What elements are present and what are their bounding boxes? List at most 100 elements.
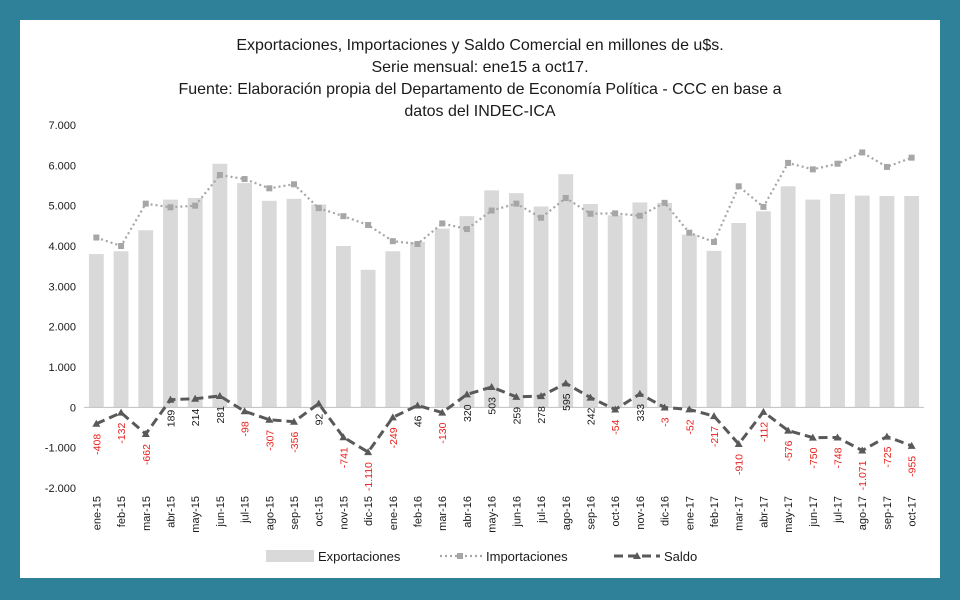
importaciones-point-dic-16 [661, 199, 668, 206]
chart-panel: Exportaciones, Importaciones y Saldo Com… [20, 20, 940, 578]
importaciones-point-mar-16 [439, 220, 446, 227]
saldo-label-jun-16: 259 [511, 407, 523, 425]
bar-exportaciones-dic-15 [360, 269, 376, 408]
y-tick-label: 2.000 [48, 322, 76, 334]
importaciones-point-ene-16 [389, 238, 396, 245]
saldo-point-oct-16 [611, 405, 620, 413]
bar-exportaciones-feb-15 [113, 251, 129, 408]
saldo-label-may-15: 214 [190, 409, 202, 427]
importaciones-point-mar-15 [142, 200, 149, 207]
saldo-point-sep-15 [290, 417, 298, 425]
importaciones-point-dic-15 [365, 222, 372, 229]
chart-title: Exportaciones, Importaciones y Saldo Com… [178, 37, 781, 120]
bar-exportaciones-may-16 [484, 190, 500, 408]
bar-exportaciones-jun-17 [805, 199, 821, 408]
saldo-point-jul-16 [537, 392, 546, 400]
bar-exportaciones-ago-15 [261, 200, 277, 408]
saldo-point-dic-15 [364, 448, 373, 456]
saldo-label-abr-16: 320 [462, 404, 474, 422]
saldo-label-sep-15: -356 [289, 432, 301, 453]
saldo-line [92, 379, 916, 456]
saldo-point-nov-16 [635, 389, 644, 397]
saldo-point-mar-16 [438, 408, 447, 416]
importaciones-point-sep-15 [291, 181, 297, 188]
importaciones-point-ago-15 [266, 185, 273, 192]
bar-exportaciones-sep-16 [583, 204, 598, 408]
saldo-series-line [95, 381, 913, 455]
x-tick-label-jun-15: jun-15 [215, 496, 227, 528]
saldo-data-labels: -408 -132 -662 189 214 281 -98 -307 -356 92 -741 -1… [91, 393, 918, 491]
bar-exportaciones-jul-15 [237, 183, 252, 408]
saldo-label-ene-15: -408 [91, 434, 103, 455]
saldo-label-feb-16: 46 [413, 415, 425, 427]
x-tick-label-feb-17: feb-17 [709, 496, 721, 527]
saldo-point-ene-15 [92, 419, 101, 427]
saldo-label-mar-17: -910 [734, 454, 746, 475]
importaciones-point-jul-16 [538, 214, 545, 221]
importaciones-point-oct-17 [908, 154, 915, 161]
saldo-point-abr-17 [759, 407, 768, 415]
saldo-point-feb-17 [710, 412, 718, 420]
bar-exportaciones-oct-17 [904, 195, 920, 408]
legend-saldo-label: Saldo [664, 549, 697, 564]
bar-exportaciones-jun-16 [508, 193, 524, 408]
x-tick-label-mar-17: mar-17 [734, 496, 746, 531]
x-tick-label-oct-15: oct-15 [314, 496, 326, 527]
saldo-label-feb-15: -132 [116, 422, 128, 443]
y-axis: -2.000 -1.000 0 1.000 2.000 3.000 4.000 5.000 6.… [45, 120, 76, 495]
importaciones-point-feb-16 [414, 240, 421, 247]
bar-exportaciones-nov-16 [632, 202, 648, 408]
importaciones-line [93, 149, 915, 249]
importaciones-point-nov-16 [636, 212, 643, 219]
importaciones-point-jun-16 [513, 200, 520, 207]
title-line-1: Exportaciones, Importaciones y Saldo Com… [236, 37, 723, 54]
legend-exportaciones-label: Exportaciones [318, 549, 401, 564]
importaciones-point-mar-17 [735, 183, 742, 190]
x-tick-label-abr-15: abr-15 [165, 496, 177, 528]
saldo-label-oct-15: 92 [314, 413, 326, 425]
bar-exportaciones-may-17 [780, 186, 796, 408]
y-tick-label: -2.000 [45, 483, 76, 495]
importaciones-point-abr-15 [167, 204, 174, 211]
x-tick-label-ene-16: ene-16 [388, 496, 400, 530]
bar-exportaciones-oct-16 [607, 215, 623, 408]
importaciones-point-abr-16 [463, 226, 470, 233]
saldo-label-oct-17: -955 [907, 456, 919, 477]
y-tick-label: 4.000 [48, 241, 76, 253]
saldo-point-ene-16 [388, 413, 397, 421]
saldo-label-jun-15: 281 [215, 406, 227, 424]
saldo-point-nov-15 [339, 433, 348, 441]
importaciones-point-sep-17 [883, 163, 890, 170]
importaciones-point-feb-15 [118, 243, 125, 249]
x-tick-label-nov-16: nov-16 [635, 496, 647, 530]
bar-exportaciones-mar-17 [731, 223, 747, 408]
saldo-label-jul-17: -748 [833, 447, 845, 468]
saldo-label-feb-17: -217 [709, 426, 721, 447]
y-tick-label: 6.000 [48, 160, 76, 172]
bar-exportaciones-sep-15 [286, 198, 302, 408]
saldo-label-nov-15: -741 [338, 447, 350, 468]
x-tick-label-ago-15: ago-15 [264, 496, 276, 530]
importaciones-point-feb-17 [711, 238, 717, 245]
x-tick-label-sep-16: sep-16 [585, 496, 597, 530]
importaciones-point-oct-16 [612, 210, 619, 217]
saldo-point-jun-15 [215, 391, 224, 399]
bar-exportaciones-ago-17 [854, 195, 870, 408]
saldo-point-jul-15 [240, 407, 249, 415]
bar-exportaciones-ene-15 [88, 254, 104, 408]
saldo-point-jun-16 [512, 392, 521, 400]
title-line-4: datos del INDEC-ICA [404, 103, 555, 120]
x-tick-label-ene-15: ene-15 [91, 496, 103, 530]
bar-exportaciones-abr-17 [756, 211, 771, 408]
saldo-label-jun-17: -750 [808, 447, 820, 468]
bar-exportaciones-jul-17 [830, 193, 845, 408]
importaciones-point-may-17 [785, 159, 792, 166]
x-tick-label-may-16: may-16 [487, 496, 499, 533]
legend-exportaciones-swatch [266, 550, 314, 562]
saldo-point-may-17 [784, 426, 793, 434]
x-tick-label-may-17: may-17 [783, 496, 795, 533]
title-line-2: Serie mensual: ene15 a oct17. [371, 59, 588, 76]
bar-exportaciones-dic-16 [657, 202, 672, 408]
bar-exportaciones-mar-15 [138, 230, 154, 408]
x-tick-label-jun-16: jun-16 [511, 496, 523, 528]
